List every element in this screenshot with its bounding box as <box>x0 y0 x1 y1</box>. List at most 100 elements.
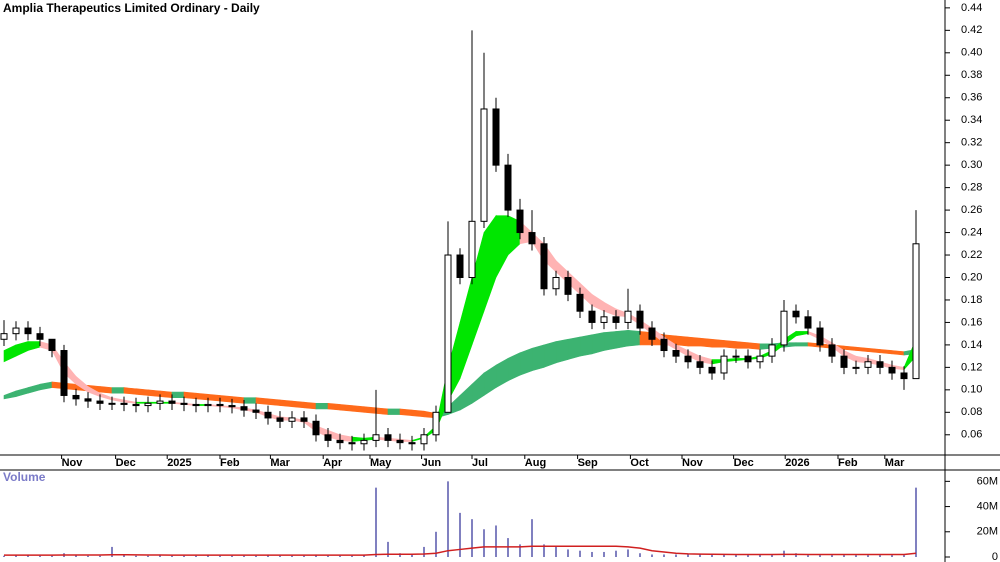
ribbon-segment <box>159 390 173 399</box>
ribbon-segment <box>495 357 509 389</box>
ribbon-segment <box>3 344 17 363</box>
ribbon-segment <box>207 394 221 402</box>
ribbon-segment <box>795 342 809 347</box>
y-tick-label: 0.44 <box>961 2 982 14</box>
volume-bar <box>615 550 617 557</box>
volume-bar <box>195 555 197 557</box>
y-tick-label: 0.30 <box>961 159 982 171</box>
candle-body <box>216 403 224 407</box>
volume-bar <box>795 553 797 557</box>
candle-body <box>204 403 212 407</box>
candle-body <box>612 316 620 323</box>
ribbon-segment <box>687 336 701 347</box>
candle-body <box>276 417 284 422</box>
ribbon-segment <box>183 391 197 400</box>
ribbon-segment <box>219 395 233 403</box>
candle-body <box>0 333 8 340</box>
volume-bar <box>243 555 245 557</box>
x-tick-label: 2026 <box>785 457 809 469</box>
y-tick-label: 0.12 <box>961 361 982 373</box>
volume-bar <box>375 487 377 557</box>
candle-body <box>336 439 344 444</box>
volume-bar <box>399 553 401 557</box>
y-tick-label: 0.40 <box>961 47 982 59</box>
y-tick-label: 0.18 <box>961 294 982 306</box>
candle-body <box>648 327 656 340</box>
ribbon-segment <box>603 331 617 351</box>
volume-bar <box>327 555 329 557</box>
y-tick-label: 0.10 <box>961 384 982 396</box>
volume-bar <box>99 555 101 557</box>
candle-body <box>228 405 236 408</box>
candle-body <box>240 406 248 411</box>
candle-body <box>396 439 404 444</box>
x-tick-label: Apr <box>323 457 343 469</box>
candle-body <box>72 394 80 400</box>
ribbon-segment <box>711 338 725 348</box>
candle-body <box>600 316 608 323</box>
candle-body <box>696 361 704 368</box>
ribbon-segment <box>291 400 305 409</box>
candle-body <box>408 442 416 445</box>
ribbon-segment <box>171 391 185 399</box>
volume-bar <box>339 555 341 557</box>
candle-body <box>60 350 68 396</box>
ribbon-segment <box>231 396 245 404</box>
ribbon-segment <box>855 346 869 352</box>
volume-bar <box>291 555 293 557</box>
candle-body <box>120 402 128 405</box>
ribbon-segment <box>495 215 509 278</box>
ribbon-segment <box>747 342 761 350</box>
ribbon-segment <box>879 349 893 355</box>
candle-body <box>852 366 860 369</box>
volume-bar <box>771 554 773 557</box>
ribbon-segment <box>315 403 329 410</box>
volume-bar <box>411 554 413 557</box>
ribbon-segment <box>135 388 149 396</box>
x-tick-label: Mar <box>885 457 905 469</box>
volume-bar <box>891 555 893 557</box>
volume-tick-label: 60M <box>977 475 998 487</box>
volume-ma-line <box>4 545 917 556</box>
volume-bar <box>171 555 173 557</box>
ribbon-segment <box>99 386 113 394</box>
candle-body <box>84 398 92 402</box>
ribbon-segment <box>15 341 29 357</box>
volume-bar <box>915 487 917 557</box>
candle-body <box>24 327 32 335</box>
ribbon-segment <box>15 387 29 397</box>
volume-bar <box>15 555 17 557</box>
candle-body <box>360 439 368 445</box>
volume-bar <box>651 554 653 557</box>
candle-body <box>888 366 896 374</box>
candle-body <box>636 310 644 329</box>
candle-body <box>864 361 872 368</box>
candle-body <box>708 366 716 374</box>
x-tick-label: Feb <box>220 457 240 469</box>
ribbon-segment <box>375 407 389 415</box>
ribbon-segment <box>591 332 605 355</box>
volume-bar <box>735 554 737 557</box>
ribbon-segment <box>459 383 473 411</box>
candle-body <box>576 293 584 312</box>
candle-body <box>372 434 380 441</box>
candle-body <box>48 338 56 352</box>
volume-bar <box>639 553 641 557</box>
candle-body <box>840 355 848 368</box>
ribbon-segment <box>579 334 593 357</box>
candle-body <box>792 310 800 318</box>
volume-bar <box>495 525 497 557</box>
x-tick-label: Dec <box>734 457 754 469</box>
candle-body <box>180 402 188 405</box>
volume-bar <box>351 555 353 557</box>
volume-bar <box>759 554 761 557</box>
volume-bar <box>219 555 221 557</box>
ribbon-segment <box>891 350 905 356</box>
volume-bar <box>699 554 701 557</box>
candle-body <box>684 355 692 363</box>
ribbon-segment <box>531 344 545 372</box>
ribbon-segment <box>675 335 689 347</box>
candle-body <box>564 276 572 295</box>
ribbon-segment <box>3 390 17 400</box>
volume-bar <box>567 549 569 557</box>
